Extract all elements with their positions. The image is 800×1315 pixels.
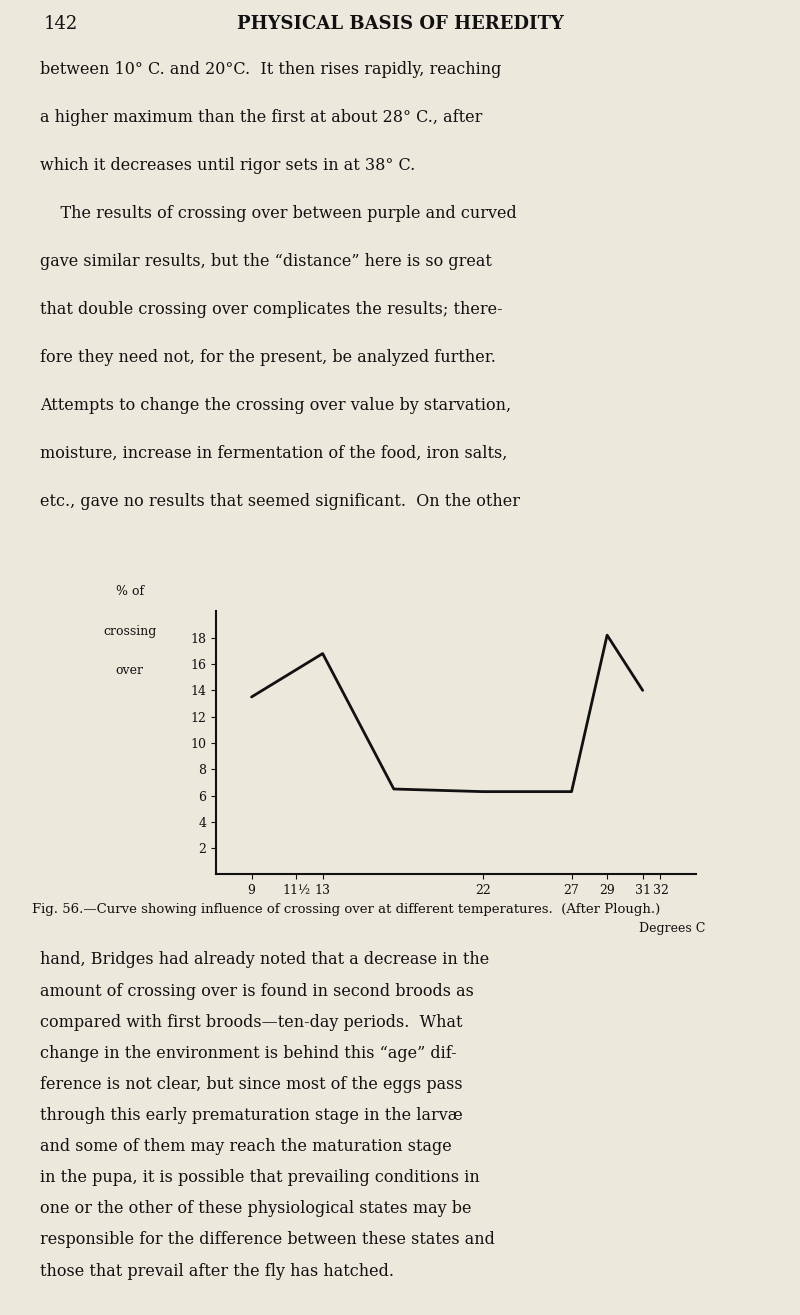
Text: through this early prematuration stage in the larvæ: through this early prematuration stage i… bbox=[40, 1107, 462, 1124]
Text: % of: % of bbox=[115, 585, 144, 598]
Text: that double crossing over complicates the results; there-: that double crossing over complicates th… bbox=[40, 301, 502, 318]
Text: one or the other of these physiological states may be: one or the other of these physiological … bbox=[40, 1201, 471, 1218]
Text: over: over bbox=[116, 664, 144, 677]
Text: fore they need not, for the present, be analyzed further.: fore they need not, for the present, be … bbox=[40, 350, 496, 367]
Text: hand, Bridges had already noted that a decrease in the: hand, Bridges had already noted that a d… bbox=[40, 952, 490, 968]
Text: Fig. 56.—Curve showing influence of crossing over at different temperatures.  (A: Fig. 56.—Curve showing influence of cros… bbox=[32, 903, 660, 917]
Text: PHYSICAL BASIS OF HEREDITY: PHYSICAL BASIS OF HEREDITY bbox=[237, 14, 563, 33]
Text: change in the environment is behind this “age” dif-: change in the environment is behind this… bbox=[40, 1045, 457, 1061]
Text: moisture, increase in fermentation of the food, iron salts,: moisture, increase in fermentation of th… bbox=[40, 446, 507, 463]
Text: Degrees C: Degrees C bbox=[639, 922, 706, 935]
Text: 142: 142 bbox=[44, 14, 78, 33]
Text: Attempts to change the crossing over value by starvation,: Attempts to change the crossing over val… bbox=[40, 397, 511, 414]
Text: gave similar results, but the “distance” here is so great: gave similar results, but the “distance”… bbox=[40, 254, 492, 271]
Text: and some of them may reach the maturation stage: and some of them may reach the maturatio… bbox=[40, 1137, 452, 1155]
Text: compared with first broods—ten-day periods.  What: compared with first broods—ten-day perio… bbox=[40, 1014, 462, 1031]
Text: those that prevail after the fly has hatched.: those that prevail after the fly has hat… bbox=[40, 1262, 394, 1279]
Text: ference is not clear, but since most of the eggs pass: ference is not clear, but since most of … bbox=[40, 1076, 462, 1093]
Text: responsible for the difference between these states and: responsible for the difference between t… bbox=[40, 1231, 495, 1248]
Text: in the pupa, it is possible that prevailing conditions in: in the pupa, it is possible that prevail… bbox=[40, 1169, 480, 1186]
Text: amount of crossing over is found in second broods as: amount of crossing over is found in seco… bbox=[40, 982, 474, 999]
Text: etc., gave no results that seemed significant.  On the other: etc., gave no results that seemed signif… bbox=[40, 493, 520, 510]
Text: The results of crossing over between purple and curved: The results of crossing over between pur… bbox=[40, 205, 517, 222]
Text: between 10° C. and 20°C.  It then rises rapidly, reaching: between 10° C. and 20°C. It then rises r… bbox=[40, 62, 502, 79]
Text: which it decreases until rigor sets in at 38° C.: which it decreases until rigor sets in a… bbox=[40, 158, 415, 175]
Text: crossing: crossing bbox=[103, 625, 156, 638]
Text: a higher maximum than the first at about 28° C., after: a higher maximum than the first at about… bbox=[40, 109, 482, 126]
